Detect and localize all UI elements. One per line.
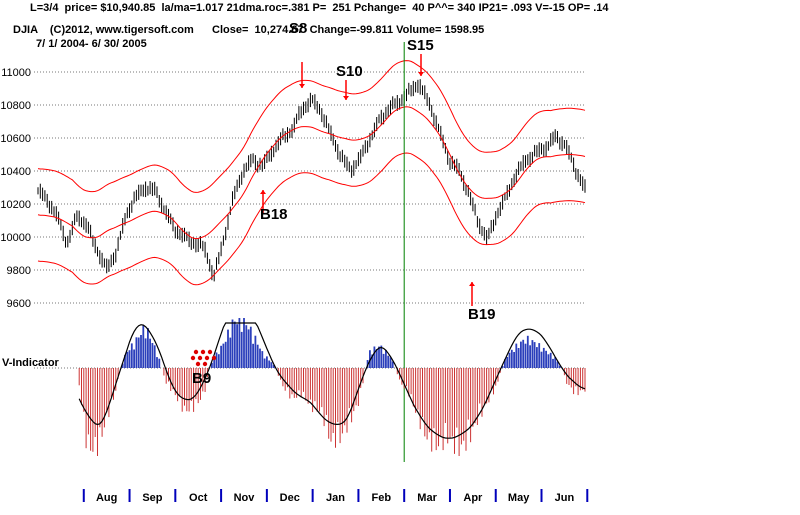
down-arrowhead-icon (343, 96, 349, 100)
y-axis-label: 10200 (0, 199, 31, 211)
annotation-label-s15: S15 (407, 37, 434, 54)
lower-band-line (37, 152, 586, 286)
red-signal-dot (197, 355, 203, 361)
annotation-label-s8: S8 (289, 20, 307, 37)
up-arrowhead-icon (469, 282, 475, 286)
red-signal-dot (211, 355, 217, 361)
month-label: Feb (372, 492, 392, 504)
month-label: Jan (326, 492, 345, 504)
month-label: Oct (189, 492, 208, 504)
red-signal-dot (190, 355, 196, 361)
annotation-label-b9: B9 (192, 370, 211, 387)
y-axis-label: 9800 (7, 265, 31, 277)
month-label: Aug (96, 492, 117, 504)
header-stats-line: L=3/4 price= $10,940.85 la/ma=1.017 21dm… (30, 2, 609, 14)
annotation-label-b19: B19 (468, 306, 496, 323)
v-indicator-signal-line (78, 322, 586, 439)
y-axis-label: 11000 (1, 67, 31, 79)
month-label: Jun (555, 492, 575, 504)
y-axis-label: 10000 (0, 232, 31, 244)
header-daterange-line: 7/ 1/ 2004- 6/ 30/ 2005 (36, 38, 147, 50)
month-label: Sep (142, 492, 162, 504)
y-axis-label: 10800 (0, 100, 31, 112)
red-signal-dot (200, 349, 206, 355)
annotation-label-b18: B18 (260, 206, 288, 223)
y-axis-label: 9600 (7, 298, 31, 310)
y-axis-label: 10600 (0, 133, 31, 145)
red-signal-dot (207, 349, 213, 355)
up-arrowhead-icon (260, 190, 266, 194)
v-indicator-label: V-Indicator (2, 357, 59, 369)
month-label: Nov (234, 492, 256, 504)
y-axis-label: 10400 (0, 166, 31, 178)
down-arrowhead-icon (299, 84, 305, 88)
month-label: May (508, 492, 530, 504)
red-signal-dot (204, 355, 210, 361)
middle-band-line (37, 106, 586, 240)
red-signal-dot (202, 361, 208, 367)
red-signal-dot (195, 361, 201, 367)
down-arrowhead-icon (418, 72, 424, 76)
month-label: Mar (417, 492, 437, 504)
month-label: Apr (463, 492, 483, 504)
upper-band-line (37, 60, 586, 193)
annotation-label-s10: S10 (336, 63, 363, 80)
header-symbol-line: DJIA (C)2012, www.tigersoft.com Close= 1… (13, 24, 485, 36)
month-label: Dec (280, 492, 300, 504)
red-signal-dot (193, 349, 199, 355)
